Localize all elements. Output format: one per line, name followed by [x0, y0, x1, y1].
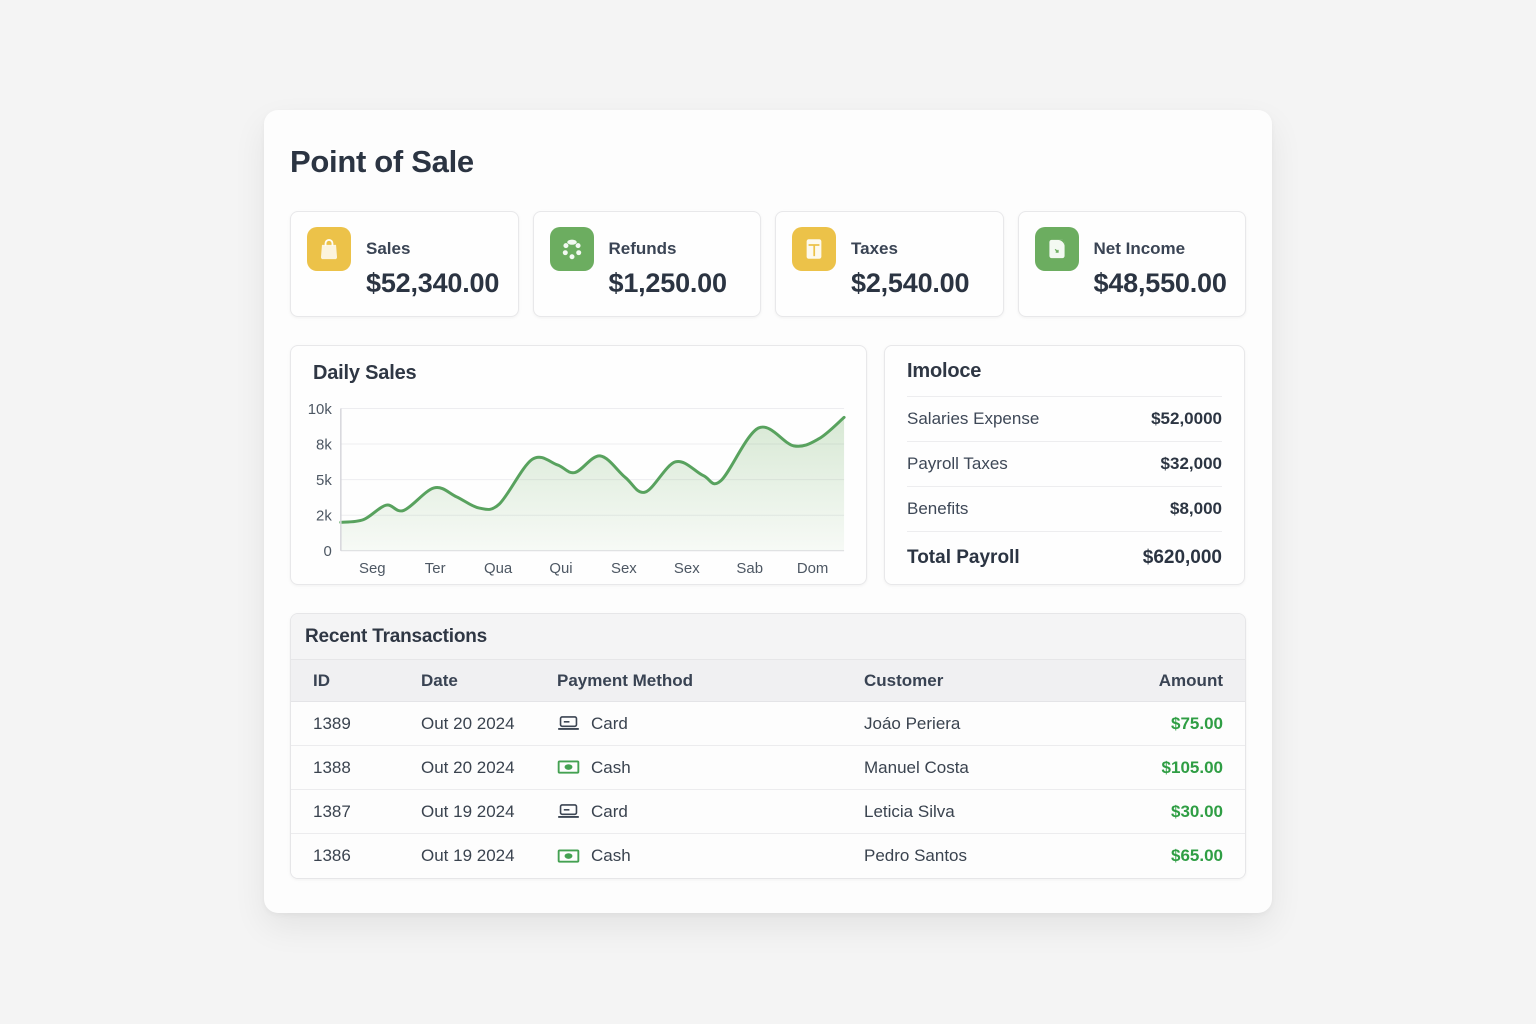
- cell-customer: Manuel Costa: [864, 757, 969, 777]
- payroll-total-value: $620,000: [1142, 547, 1222, 568]
- stat-label: Refunds: [608, 239, 677, 258]
- cell-date: Out 19 2024: [421, 846, 515, 865]
- net-income-page-icon: [1034, 227, 1079, 271]
- stat-value: $48,550.00: [1093, 268, 1227, 298]
- payment-method-cell: Cash: [557, 846, 864, 866]
- tax-receipt-icon: [792, 227, 836, 271]
- svg-text:5k: 5k: [316, 473, 332, 489]
- payroll-panel-title: Imoloce: [907, 360, 982, 382]
- payroll-row: Payroll Taxes $32,000: [907, 442, 1222, 487]
- cash-icon: [557, 760, 580, 775]
- table-row: 1389 Out 20 2024 Card Joáo Periera $75.0…: [291, 702, 1245, 746]
- cell-id: 1388: [313, 757, 351, 777]
- payroll-row: Benefits $8,000: [907, 487, 1222, 532]
- stat-label: Taxes: [851, 239, 898, 258]
- payment-method-label: Card: [591, 801, 628, 821]
- payroll-row: Salaries Expense $52,0000: [907, 397, 1222, 442]
- column-header-payment-method: Payment Method: [557, 670, 694, 690]
- svg-text:Sab: Sab: [736, 561, 763, 577]
- payment-method-cell: Cash: [557, 758, 864, 778]
- column-header-customer: Customer: [864, 670, 944, 690]
- stat-value: $2,540.00: [851, 268, 970, 298]
- table-header-row: ID Date Payment Method Customer Amount: [291, 660, 1245, 702]
- cell-id: 1389: [313, 713, 351, 733]
- payroll-label: Salaries Expense: [907, 409, 1040, 428]
- svg-text:Sex: Sex: [611, 561, 637, 577]
- cell-date: Out 19 2024: [421, 801, 515, 821]
- stat-label: Sales: [366, 239, 411, 258]
- cash-icon: [557, 848, 580, 864]
- column-header-date: Date: [421, 670, 458, 690]
- stat-value: $52,340.00: [366, 268, 500, 298]
- stat-card-refunds: Refunds $1,250.00: [532, 211, 761, 317]
- payment-method-label: Cash: [591, 846, 631, 865]
- cell-date: Out 20 2024: [421, 757, 515, 777]
- stat-card-taxes: Taxes $2,540.00: [775, 211, 1004, 317]
- payment-method-label: Cash: [591, 757, 631, 777]
- table-row: 1388 Out 20 2024 Cash Manuel Costa $105.…: [291, 746, 1245, 790]
- svg-text:Sex: Sex: [674, 561, 700, 577]
- stat-card-sales: Sales $52,340.00: [290, 211, 519, 317]
- page-title: Point of Sale: [290, 144, 474, 179]
- payroll-total-label: Total Payroll: [907, 547, 1020, 568]
- payment-method-cell: Card: [557, 714, 864, 734]
- cell-id: 1387: [313, 801, 351, 821]
- stat-label: Net Income: [1093, 239, 1186, 258]
- stat-value: $1,250.00: [608, 268, 728, 298]
- payroll-value: $52,0000: [1151, 409, 1222, 428]
- svg-text:Seg: Seg: [359, 561, 386, 577]
- payroll-total-row: Total Payroll $620,000: [907, 532, 1222, 584]
- cell-amount: $75.00: [1171, 713, 1223, 733]
- column-header-amount: Amount: [1158, 670, 1223, 690]
- cell-amount: $65.00: [1171, 846, 1223, 865]
- recent-transactions-panel: Recent Transactions ID Date Payment Meth…: [290, 613, 1246, 879]
- stats-row: Sales $52,340.00 Refunds $1,250.00: [290, 211, 1246, 317]
- cell-amount: $105.00: [1161, 757, 1223, 777]
- middle-row: Daily Sales 10k 8k 5k 2k 0 Seg Ter Qua Qui Sex Sex…: [290, 345, 1246, 585]
- column-header-id: ID: [313, 670, 330, 690]
- cell-id: 1386: [313, 846, 351, 865]
- svg-text:Ter: Ter: [425, 561, 446, 577]
- daily-sales-chart: 10k 8k 5k 2k 0 Seg Ter Qua Qui Sex Sex Sab Dom: [308, 402, 846, 577]
- payroll-panel: Imoloce Salaries Expense $52,0000 Payrol…: [884, 345, 1245, 585]
- cell-customer: Joáo Periera: [864, 713, 961, 733]
- table-row: 1386 Out 19 2024 Cash Pedro Santos $65.0…: [291, 834, 1245, 878]
- card-icon: [557, 716, 580, 731]
- table-row: 1387 Out 19 2024 Card Leticia Silva $30.…: [291, 790, 1245, 834]
- payment-method-cell: Card: [557, 802, 864, 822]
- transactions-title: Recent Transactions: [305, 625, 488, 647]
- daily-sales-panel: Daily Sales 10k 8k 5k 2k 0 Seg Ter Qua Qui Sex Sex…: [290, 345, 867, 585]
- svg-text:Qui: Qui: [549, 561, 572, 577]
- svg-text:Dom: Dom: [797, 561, 829, 577]
- svg-text:0: 0: [324, 544, 332, 560]
- payroll-label: Payroll Taxes: [907, 454, 1008, 473]
- payroll-value: $8,000: [1170, 499, 1222, 518]
- payment-method-label: Card: [591, 713, 628, 733]
- cell-amount: $30.00: [1171, 801, 1223, 821]
- payroll-value: $32,000: [1160, 454, 1222, 473]
- refund-cycle-icon: [549, 227, 594, 271]
- svg-text:10k: 10k: [308, 402, 333, 418]
- cell-customer: Pedro Santos: [864, 846, 968, 865]
- stat-card-net-income: Net Income $48,550.00: [1017, 211, 1246, 317]
- cell-date: Out 20 2024: [421, 713, 515, 733]
- pos-dashboard-card: Point of Sale Sales $52,340.00: [264, 110, 1272, 913]
- svg-text:2k: 2k: [316, 509, 332, 525]
- svg-text:8k: 8k: [316, 438, 332, 454]
- svg-text:Qua: Qua: [484, 561, 513, 577]
- payroll-label: Benefits: [907, 499, 969, 518]
- shopping-bag-icon: [307, 227, 351, 271]
- daily-sales-title: Daily Sales: [313, 362, 417, 384]
- cell-customer: Leticia Silva: [864, 801, 955, 821]
- card-icon: [557, 804, 580, 819]
